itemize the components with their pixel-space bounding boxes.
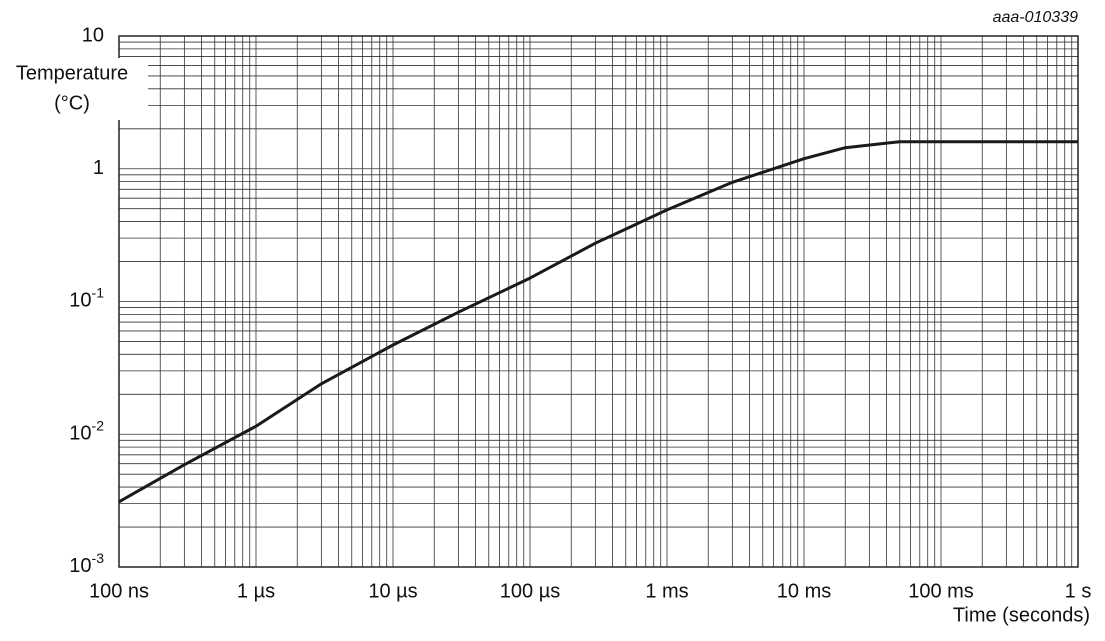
annotation: aaa-010339 xyxy=(993,9,1079,26)
y-tick-base: 10 xyxy=(69,555,91,577)
x-tick-label: 1 ms xyxy=(645,580,688,602)
x-tick-label: 10 µs xyxy=(368,580,417,602)
data-line xyxy=(118,140,1078,504)
x-tick-label: 100 µs xyxy=(500,580,560,602)
y-tick-label: 10-3 xyxy=(69,550,104,578)
y-axis-label: (°C) xyxy=(54,92,90,114)
y-tick-base: 10 xyxy=(69,290,91,312)
y-tick-label: 10 xyxy=(82,24,104,46)
y-tick-label: 1 xyxy=(93,157,104,179)
y-tick-label: 10-2 xyxy=(69,417,104,445)
y-tick-base: 10 xyxy=(69,423,91,445)
y-tick-exponent: -1 xyxy=(92,284,105,300)
x-tick-label: 100 ns xyxy=(89,580,149,602)
x-tick-label: 1 µs xyxy=(237,580,275,602)
y-axis-label: Temperature xyxy=(16,62,128,84)
y-tick-label: 10-1 xyxy=(69,284,104,312)
y-label-bg xyxy=(0,58,148,120)
y-tick-exponent: -3 xyxy=(92,550,105,566)
x-tick-label: 1 s xyxy=(1065,580,1092,602)
x-tick-label: 10 ms xyxy=(777,580,831,602)
x-axis-label: Time (seconds) xyxy=(953,604,1090,626)
x-tick-label: 100 ms xyxy=(908,580,974,602)
plot-frame xyxy=(118,35,1079,568)
y-tick-exponent: -2 xyxy=(92,417,105,433)
